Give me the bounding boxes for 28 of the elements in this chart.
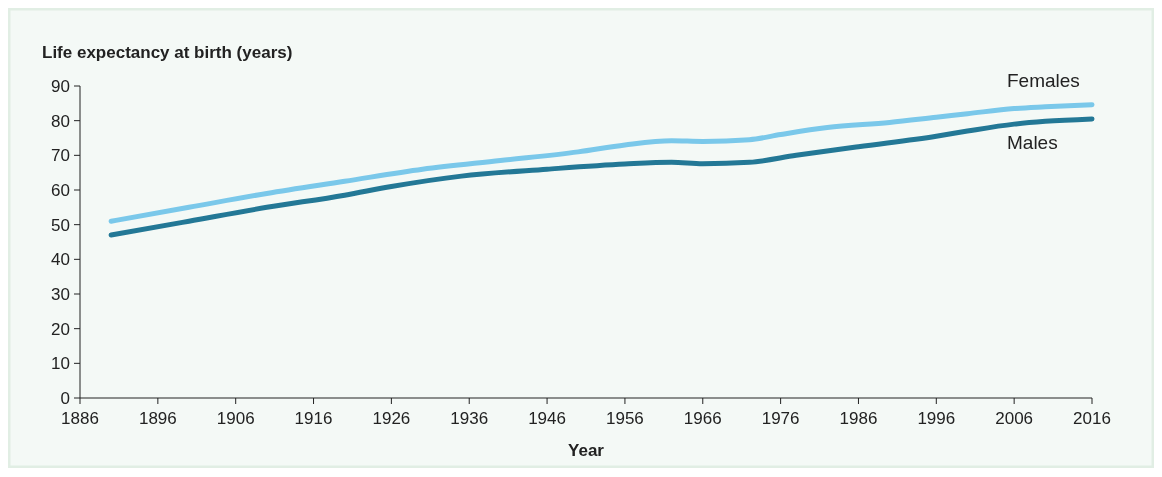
x-tick-label: 1926: [372, 409, 411, 428]
y-axis-title: Life expectancy at birth (years): [42, 43, 293, 62]
x-tick-label: 2006: [995, 409, 1034, 428]
x-tick-label: 1886: [61, 409, 99, 428]
series-label: Males: [1007, 131, 1058, 153]
x-tick-label: 1946: [528, 409, 566, 428]
y-tick-label: 20: [51, 319, 70, 339]
x-tick-label: 1986: [839, 409, 878, 428]
x-tick-label: 1906: [216, 409, 255, 428]
x-tick-label: 1976: [761, 409, 800, 428]
y-tick-label: 70: [51, 146, 70, 166]
y-tick-label: 80: [51, 111, 70, 131]
y-tick-label: 60: [51, 180, 70, 200]
y-tick-label: 30: [51, 284, 70, 304]
x-tick-label: 1956: [606, 409, 644, 428]
y-tick-label: 50: [51, 215, 70, 235]
y-tick-label: 10: [51, 354, 70, 374]
x-tick-label: 1996: [917, 409, 956, 428]
x-tick-label: 1936: [450, 409, 489, 428]
y-tick-label: 90: [51, 76, 70, 96]
x-axis-title: Year: [568, 441, 605, 460]
x-tick-label: 1966: [683, 409, 722, 428]
y-tick-label: 0: [60, 388, 70, 408]
x-tick-label: 1916: [294, 409, 333, 428]
x-tick-label: 2016: [1073, 409, 1111, 428]
y-tick-label: 40: [51, 250, 70, 270]
series-label: Females: [1007, 69, 1080, 91]
x-tick-label: 1896: [138, 409, 177, 428]
